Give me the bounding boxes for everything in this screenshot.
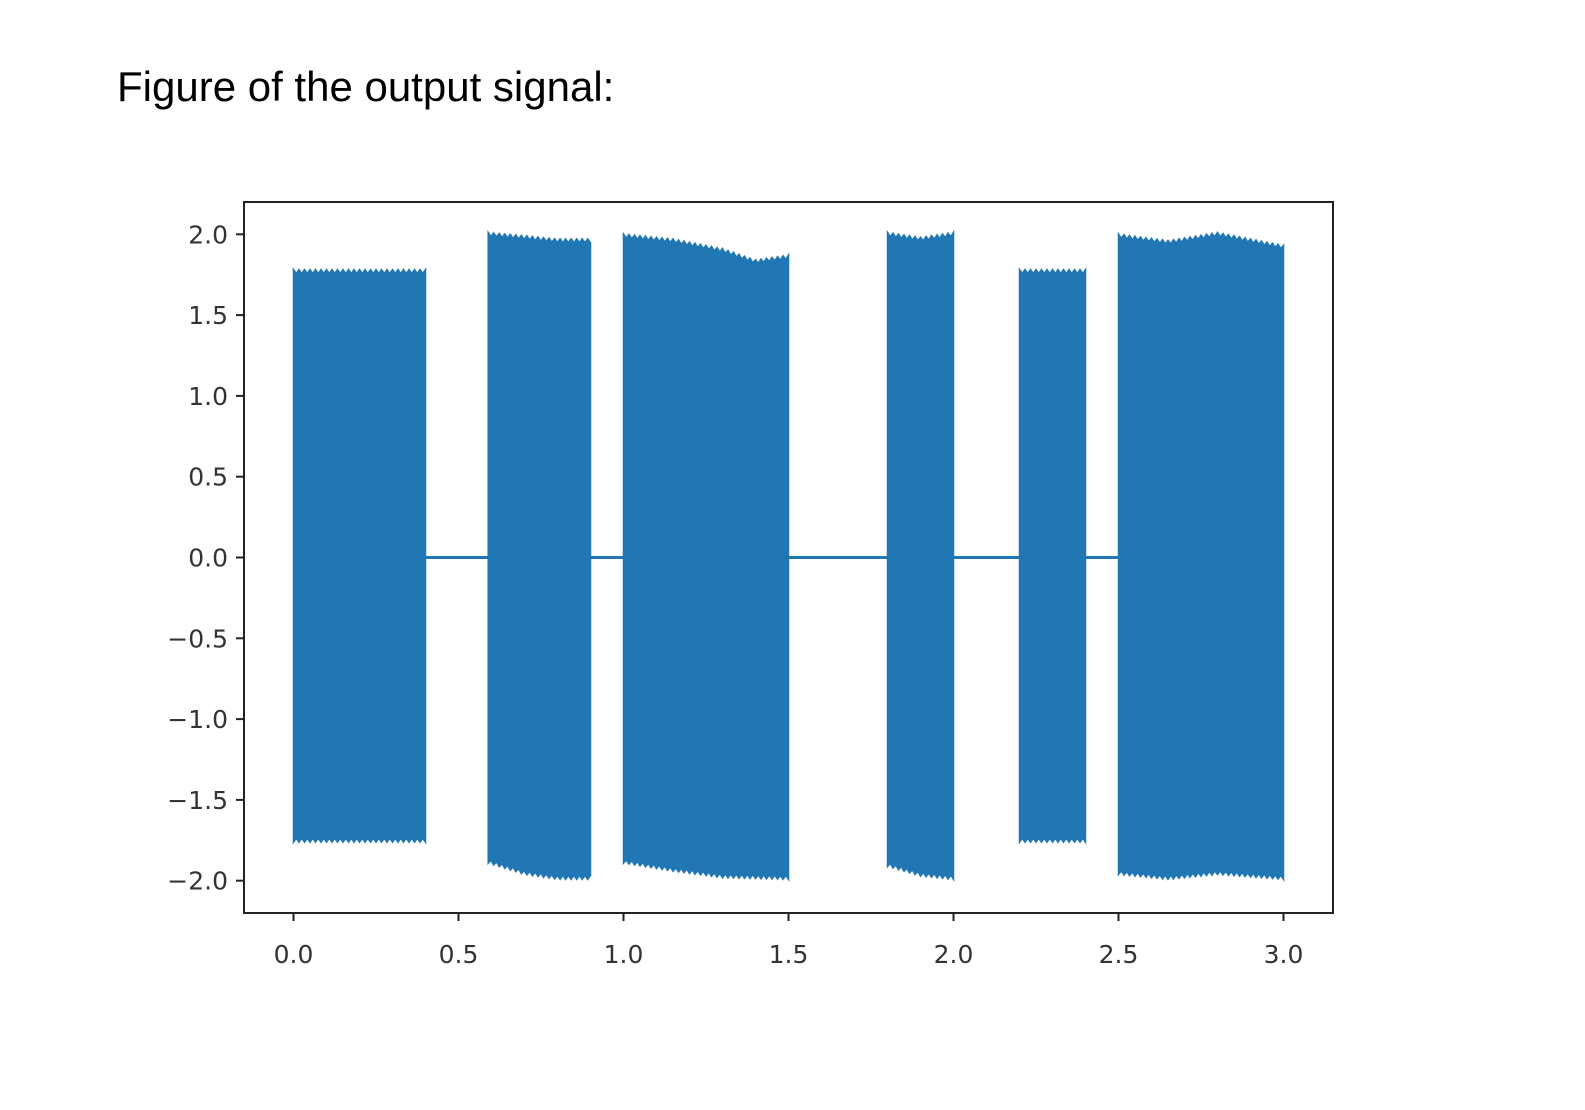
signal-burst-3 [622, 231, 790, 882]
y-tick-label: 1.5 [188, 301, 228, 330]
x-tick-label: 0.5 [439, 940, 479, 969]
y-axis: 2.0 1.5 1.0 0.5 0.0 −0.5 −1.0 −1.5 −2.0 [167, 220, 244, 896]
x-tick-label: 2.0 [934, 940, 974, 969]
signal-burst-6 [1117, 230, 1285, 882]
x-axis: 0.0 0.5 1.0 1.5 2.0 2.5 3.0 [274, 913, 1304, 969]
y-tick-label: 2.0 [188, 220, 228, 249]
y-tick-label: 0.5 [188, 463, 228, 492]
y-tick-label: −0.5 [167, 624, 228, 653]
x-tick-label: 0.0 [274, 940, 314, 969]
signal-burst-2 [487, 229, 592, 881]
y-tick-label: −1.0 [167, 705, 228, 734]
signal-burst-1 [292, 267, 427, 845]
y-tick-label: 0.0 [188, 544, 228, 573]
y-tick-label: 1.0 [188, 382, 228, 411]
x-tick-label: 3.0 [1264, 940, 1304, 969]
x-tick-label: 2.5 [1099, 940, 1139, 969]
y-tick-label: −1.5 [167, 786, 228, 815]
plot-area [292, 229, 1285, 882]
x-tick-label: 1.5 [769, 940, 809, 969]
signal-burst-5 [1018, 267, 1087, 845]
signal-burst-4 [886, 229, 955, 882]
y-tick-label: −2.0 [167, 867, 228, 896]
axes-frame [243, 201, 1334, 914]
page-title: Figure of the output signal: [117, 63, 615, 110]
x-tick-label: 1.0 [604, 940, 644, 969]
